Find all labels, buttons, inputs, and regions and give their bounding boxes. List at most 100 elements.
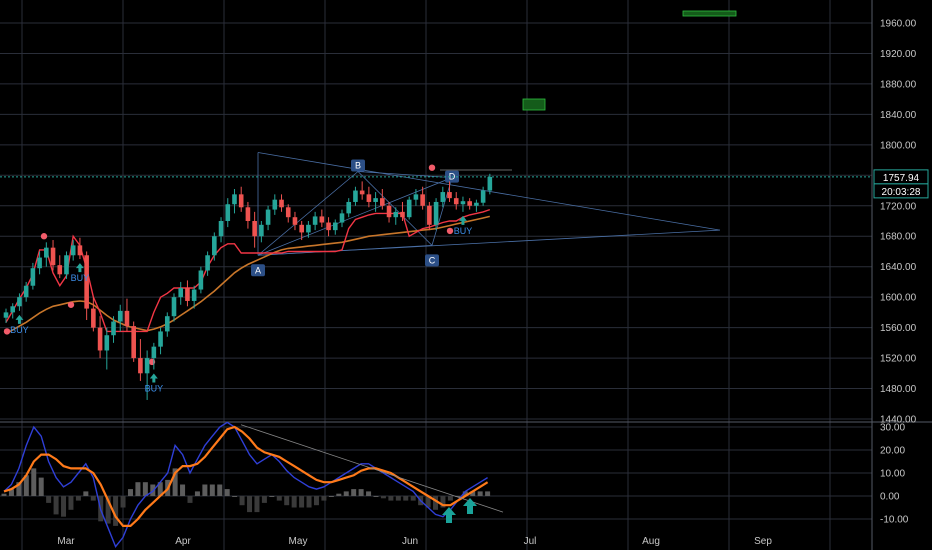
histogram-bar	[425, 496, 431, 508]
candle-body	[3, 312, 9, 318]
candle-body	[312, 216, 318, 225]
histogram-bar	[142, 482, 148, 496]
oscillator-tick-label: 10.00	[880, 469, 905, 480]
histogram-bar	[105, 496, 111, 524]
histogram-bar	[23, 475, 29, 496]
candle-body	[10, 306, 16, 313]
histogram-bar	[16, 482, 22, 496]
candle-body	[413, 194, 419, 200]
candle-body	[191, 289, 197, 301]
histogram-bar	[477, 491, 483, 496]
candle-body	[238, 194, 244, 208]
target-boxes	[522, 10, 737, 111]
buy-signals: BUY BUY BUY BUY	[10, 215, 473, 394]
candle-body	[380, 198, 385, 206]
histogram-bar	[187, 496, 193, 503]
candle-body	[447, 192, 452, 199]
candle-body	[386, 205, 392, 218]
pattern-upper-line	[257, 152, 721, 231]
histogram-bar	[83, 491, 89, 496]
time-tick-label: Jul	[524, 536, 537, 547]
stop-marker	[67, 301, 75, 308]
price-tick-label: 1800.00	[880, 140, 917, 151]
price-tick-label: 1920.00	[880, 49, 917, 60]
candle-body	[198, 270, 204, 290]
histogram-bar	[380, 496, 386, 499]
candle-body	[487, 176, 493, 191]
price-tick-label: 1560.00	[880, 323, 917, 334]
candle-body	[460, 201, 466, 205]
candlesticks	[3, 173, 493, 400]
price-tick-label: 1680.00	[880, 232, 917, 243]
histogram-bar	[447, 496, 453, 501]
histogram-bar	[46, 496, 52, 503]
candle-body	[245, 207, 251, 221]
candle-body	[326, 222, 331, 231]
candle-body	[474, 202, 479, 206]
candle-body	[319, 216, 325, 223]
histogram-bar	[194, 491, 200, 496]
buy-signal-label: BUY	[454, 226, 473, 236]
histogram-bar	[180, 484, 186, 496]
pattern-point-badge	[251, 264, 265, 277]
histogram-bar	[157, 482, 163, 496]
buy-arrow-icon	[149, 373, 158, 383]
histogram-bar	[172, 468, 178, 496]
oscillator-histogram	[1, 468, 491, 526]
histogram-bar	[284, 496, 290, 506]
candle-body	[185, 288, 190, 301]
candle-body	[104, 335, 110, 351]
bar-countdown: 20:03:28	[882, 187, 921, 198]
candle-body	[171, 297, 177, 317]
time-tick-label: Apr	[175, 536, 191, 547]
candle-body	[265, 209, 271, 225]
candle-body	[285, 207, 291, 218]
histogram-bar	[306, 496, 312, 508]
price-tick-label: 1520.00	[880, 354, 917, 365]
price-tick-label: 1960.00	[880, 19, 917, 30]
buy-signal-label: BUY	[10, 325, 29, 335]
histogram-bar	[358, 489, 364, 496]
last-price-value: 1757.94	[883, 173, 920, 184]
oscillator-tick-label: 0.00	[880, 492, 900, 503]
candle-body	[50, 247, 56, 266]
histogram-bar	[313, 496, 319, 506]
candle-body	[400, 211, 405, 218]
oscillator-slow-line	[3, 425, 489, 528]
histogram-bar	[410, 496, 416, 501]
candle-body	[353, 190, 358, 202]
candle-body	[138, 358, 143, 374]
histogram-bar	[90, 496, 96, 501]
histogram-bar	[299, 496, 305, 508]
histogram-bar	[150, 484, 156, 496]
histogram-bar	[321, 496, 327, 501]
histogram-bar	[217, 484, 223, 496]
histogram-bar	[232, 496, 238, 497]
histogram-bar	[373, 496, 379, 497]
oscillator-lines	[3, 421, 504, 548]
candle-body	[44, 247, 49, 258]
stop-marker	[428, 164, 436, 171]
candle-body	[91, 308, 96, 328]
histogram-bar	[61, 496, 67, 517]
buy-signal-label: BUY	[71, 273, 90, 283]
price-axis: 1440.00 1480.00 1520.00 1560.00 1600.00 1640.…	[880, 19, 917, 526]
histogram-bar	[462, 491, 468, 496]
candle-body	[420, 194, 425, 206]
candle-body	[37, 257, 42, 269]
candle-body	[232, 194, 237, 205]
oscillator-buy-arrow-icon	[463, 498, 477, 514]
candle-body	[467, 201, 472, 206]
time-tick-label: May	[289, 536, 308, 547]
histogram-bar	[455, 496, 461, 497]
candle-body	[279, 199, 284, 208]
oscillator-trendline	[240, 424, 504, 513]
histogram-bar	[269, 496, 275, 497]
candle-body	[30, 268, 36, 286]
candle-body	[393, 211, 399, 218]
candle-body	[70, 245, 76, 256]
histogram-bar	[127, 489, 133, 496]
candle-body	[406, 199, 412, 218]
